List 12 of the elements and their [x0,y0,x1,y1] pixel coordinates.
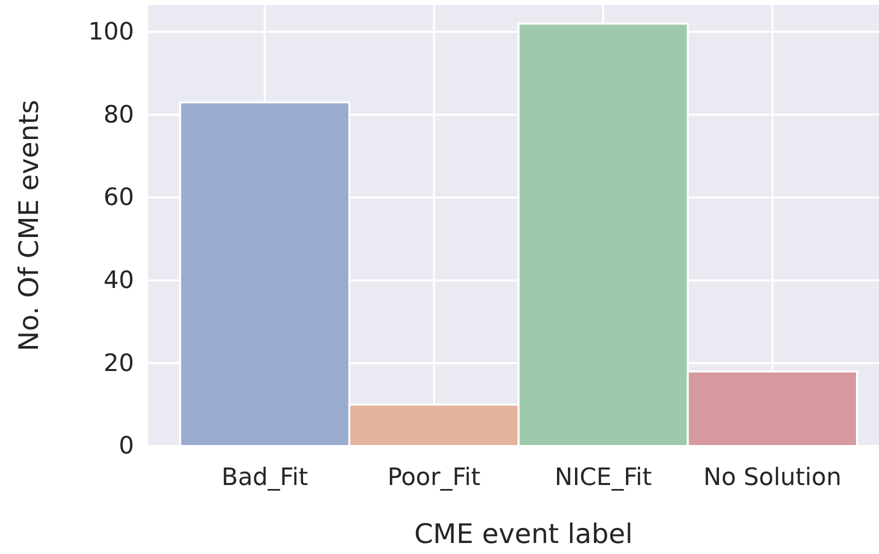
x-tick-label: Poor_Fit [387,463,480,492]
x-axis-title: CME event label [414,519,633,550]
y-tick-label: 0 [118,432,134,460]
y-tick-label: 40 [103,266,134,294]
x-tick-label: No Solution [703,463,842,492]
x-tick-label: NICE_Fit [554,463,652,492]
y-tick-label: 100 [88,18,134,46]
y-tick-label: 20 [103,348,134,377]
y-tick-label: 60 [103,183,134,212]
y-tick-label: 80 [103,100,134,128]
x-tick-label: Bad_Fit [221,463,308,492]
y-axis-title: No. Of CME events [14,100,45,352]
